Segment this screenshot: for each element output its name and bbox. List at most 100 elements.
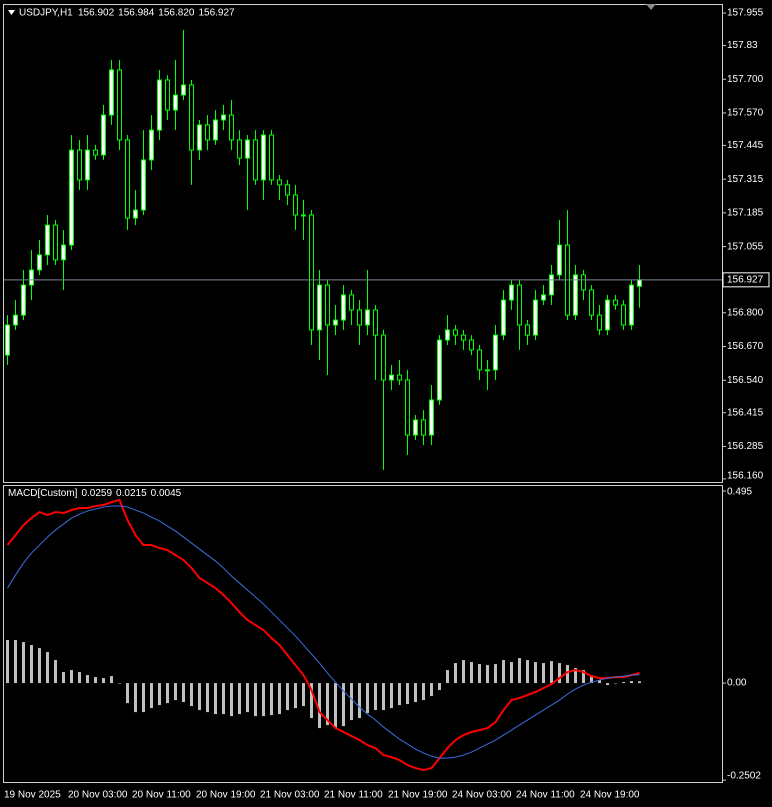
- y-tick-label: 156.160: [727, 471, 764, 482]
- candle-body: [525, 324, 530, 336]
- histogram-bar: [494, 664, 497, 684]
- histogram-bar: [454, 663, 457, 684]
- candle-body: [149, 129, 154, 161]
- candle-body: [205, 124, 210, 141]
- close-label: 156.927: [198, 7, 235, 18]
- candle-body: [509, 284, 514, 301]
- macd-main-label: 0.0259: [81, 488, 112, 499]
- y-tick-label: -0.2502: [727, 771, 761, 782]
- histogram-bar: [150, 683, 153, 709]
- histogram-bar: [470, 662, 473, 684]
- histogram-bar: [414, 683, 417, 703]
- histogram-bar: [622, 682, 625, 684]
- histogram-bar: [526, 660, 529, 684]
- histogram-bar: [374, 683, 377, 711]
- histogram-bar: [318, 683, 321, 729]
- y-tick-label: 157.185: [727, 208, 764, 219]
- candle-body: [133, 209, 138, 219]
- candle-body: [5, 324, 10, 356]
- histogram-bar: [78, 672, 81, 684]
- candle-body: [405, 379, 410, 436]
- histogram-bar: [310, 683, 313, 719]
- histogram-bar: [118, 683, 121, 684]
- price-header: USDJPY,H1 156.902 156.984 156.820 156.927: [19, 7, 235, 18]
- price-box-label: 156.927: [727, 274, 764, 285]
- y-tick-label: 157.445: [727, 140, 764, 151]
- candle-body: [333, 319, 338, 326]
- y-tick-label: 157.700: [727, 74, 764, 85]
- candle-body: [197, 124, 202, 151]
- histogram-bar: [126, 683, 129, 704]
- x-tick-label: 21 Nov 03:00: [260, 790, 320, 801]
- candle-body: [397, 374, 402, 381]
- candle-body: [181, 84, 186, 96]
- histogram-bar: [198, 683, 201, 711]
- histogram-bar: [326, 683, 329, 726]
- candle-body: [581, 274, 586, 291]
- histogram-bar: [518, 658, 521, 684]
- histogram-bar: [62, 672, 65, 684]
- shift-marker: [646, 4, 656, 10]
- candle-body: [21, 284, 26, 316]
- candle-body: [285, 184, 290, 196]
- histogram-bar: [222, 683, 225, 715]
- y-tick-label: 157.570: [727, 108, 764, 119]
- candle-body: [69, 149, 74, 246]
- histogram-bar: [182, 683, 185, 703]
- candle-body: [85, 149, 90, 181]
- candle-body: [173, 94, 178, 111]
- histogram-bar: [22, 642, 25, 684]
- histogram-bar: [254, 683, 257, 717]
- histogram-bar: [30, 645, 33, 684]
- candle-body: [253, 139, 258, 181]
- price-panel: [3, 4, 723, 483]
- candle-body: [221, 114, 226, 121]
- candle-body: [493, 334, 498, 371]
- macd-hist-label: 0.0045: [151, 488, 182, 499]
- histogram-bar: [614, 683, 617, 684]
- macd-header: MACD[Custom] 0.0259 0.0215 0.0045: [8, 488, 182, 499]
- histogram-bar: [438, 683, 441, 691]
- histogram-bar: [302, 683, 305, 707]
- y-tick-label: 157.955: [727, 8, 764, 19]
- histogram-bar: [358, 683, 361, 719]
- y-tick-label: 156.540: [727, 375, 764, 386]
- y-tick-label: 156.800: [727, 307, 764, 318]
- histogram-bar: [230, 683, 233, 717]
- histogram-bar: [486, 665, 489, 684]
- candle-body: [621, 304, 626, 326]
- macd-line: [6, 499, 640, 772]
- candle-body: [469, 339, 474, 351]
- candle-body: [389, 374, 394, 381]
- histogram-bar: [598, 680, 601, 684]
- candle-body: [341, 294, 346, 321]
- candle-body: [293, 194, 298, 216]
- x-tick-label: 20 Nov 11:00: [132, 790, 191, 801]
- candle-body: [381, 334, 386, 381]
- histogram-bar: [70, 670, 73, 684]
- candle-body: [245, 139, 250, 159]
- candle-body: [45, 224, 50, 256]
- histogram-bar: [238, 683, 241, 715]
- histogram-bar: [462, 660, 465, 684]
- candle-body: [109, 69, 114, 116]
- candle-body: [237, 139, 242, 159]
- histogram-bar: [166, 683, 169, 704]
- candle-body: [517, 284, 522, 326]
- candle-body: [541, 294, 546, 301]
- histogram-bar: [446, 670, 449, 684]
- y-tick-label: 157.315: [727, 174, 764, 185]
- histogram-bar: [534, 662, 537, 684]
- histogram-bar: [350, 683, 353, 721]
- histogram-bar: [102, 678, 105, 684]
- candle-body: [501, 299, 506, 336]
- histogram-bar: [582, 670, 585, 684]
- histogram-bar: [110, 676, 113, 684]
- candle-body: [573, 274, 578, 316]
- candle-body: [317, 284, 322, 331]
- histogram-bar: [550, 661, 553, 684]
- macd-title: MACD[Custom]: [8, 488, 78, 499]
- candle-body: [125, 139, 130, 219]
- histogram-bar: [478, 664, 481, 684]
